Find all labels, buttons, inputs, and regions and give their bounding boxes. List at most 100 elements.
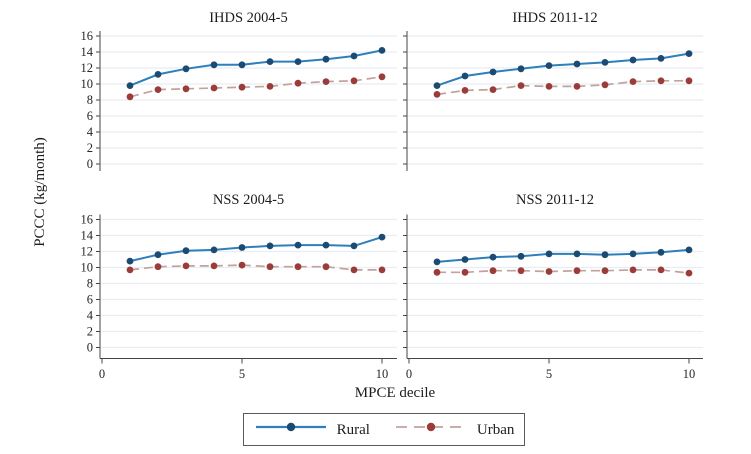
urban-markers <box>433 266 693 277</box>
legend-marker <box>286 422 295 432</box>
rural-marker <box>601 251 609 259</box>
urban-marker <box>210 262 218 270</box>
rural-marker <box>126 257 134 265</box>
rural-marker <box>294 241 302 249</box>
urban-marker <box>461 268 469 276</box>
urban-marker <box>126 93 134 101</box>
x-tick-label: 0 <box>99 367 105 381</box>
y-tick-label: 10 <box>81 261 94 275</box>
y-tick-label: 10 <box>81 77 94 91</box>
urban-marker <box>657 77 665 85</box>
y-tick-label: 14 <box>81 229 94 243</box>
urban-marker <box>350 77 358 85</box>
y-tick-label: 4 <box>87 125 94 139</box>
urban-marker <box>685 269 693 277</box>
y-tick-label: 8 <box>87 277 93 291</box>
rural-marker <box>350 242 358 250</box>
rural-marker <box>210 246 218 254</box>
x-axis-title: MPCE decile <box>355 385 436 401</box>
urban-marker <box>601 267 609 275</box>
rural-marker <box>573 250 581 258</box>
urban-marker <box>238 261 246 269</box>
panel-nss-2011-12: 0 5 10 NSS 2011-12 <box>403 192 703 381</box>
rural-marker <box>350 52 358 60</box>
legend-marker <box>426 422 436 432</box>
urban-marker <box>266 83 274 90</box>
urban-marker <box>294 263 302 271</box>
rural-marker <box>182 247 190 255</box>
rural-marker <box>210 61 218 69</box>
rural-markers <box>126 233 386 265</box>
rural-marker <box>489 68 497 76</box>
urban-line <box>436 79 689 96</box>
urban-markers <box>433 77 693 98</box>
urban-marker <box>433 268 441 276</box>
urban-marker <box>322 263 330 271</box>
rural-marker <box>517 65 525 73</box>
rural-marker <box>573 60 581 68</box>
urban-marker <box>601 81 609 89</box>
rural-marker <box>629 250 637 258</box>
urban-marker <box>378 266 386 274</box>
rural-marker <box>629 56 637 64</box>
rural-marker <box>182 65 190 73</box>
y-tick-label: 16 <box>81 213 94 227</box>
urban-marker <box>294 79 302 87</box>
y-tick-label: 8 <box>87 93 93 107</box>
urban-marker <box>629 78 637 85</box>
urban-marker <box>489 86 497 93</box>
rural-line-sample <box>254 420 328 439</box>
urban-marker <box>182 85 190 93</box>
urban-marker <box>461 87 469 94</box>
rural-marker <box>461 72 469 80</box>
panel-title-ihds-2011-12: IHDS 2011-12 <box>512 10 597 26</box>
y-tick-label: 14 <box>81 45 94 59</box>
legend-item-urban: Urban <box>394 420 515 439</box>
rural-markers <box>433 50 693 89</box>
x-tick-label: 5 <box>546 367 552 381</box>
urban-marker <box>378 73 386 81</box>
rural-line <box>129 49 383 87</box>
y-tick-label: 6 <box>87 293 93 307</box>
y-tick-label: 0 <box>87 157 93 171</box>
urban-line <box>437 269 690 274</box>
rural-marker <box>657 55 665 62</box>
y-axis-title: PCCC (kg/month) <box>32 137 48 247</box>
rural-marker <box>685 50 693 57</box>
x-tick-label: 5 <box>239 367 245 381</box>
urban-marker <box>350 266 358 274</box>
urban-marker <box>629 266 637 274</box>
rural-marker <box>154 71 162 78</box>
urban-marker <box>573 267 581 275</box>
legend: Rural Urban <box>243 413 525 446</box>
rural-marker <box>238 61 246 69</box>
urban-marker <box>573 83 581 90</box>
rural-marker <box>378 233 386 241</box>
urban-marker <box>545 268 553 275</box>
urban-marker <box>489 267 497 275</box>
x-tick-label: 0 <box>406 367 412 381</box>
legend-label-urban: Urban <box>476 421 515 438</box>
rural-markers <box>126 47 386 89</box>
urban-marker <box>126 266 134 274</box>
urban-marker <box>154 263 162 271</box>
rural-marker <box>489 253 497 261</box>
y-tick-label: 16 <box>81 29 94 43</box>
rural-marker <box>126 82 134 89</box>
urban-marker <box>685 77 693 85</box>
urban-line-sample <box>394 420 468 439</box>
y-tick-label: 4 <box>87 309 94 323</box>
urban-marker <box>433 91 441 98</box>
rural-marker <box>294 58 302 65</box>
rural-marker <box>154 251 162 259</box>
urban-marker <box>517 267 525 275</box>
legend-label-rural: Rural <box>336 421 370 438</box>
x-tick-label: 10 <box>683 367 696 381</box>
panel-nss-2004-5: 0 2 4 6 8 10 12 14 16 0 5 10 NSS 2004-5 <box>81 192 397 381</box>
rural-marker <box>322 55 330 63</box>
urban-markers <box>126 73 386 101</box>
panel-title-nss-2011-12: NSS 2011-12 <box>516 192 594 208</box>
rural-marker <box>433 82 441 89</box>
urban-marker <box>182 262 190 270</box>
